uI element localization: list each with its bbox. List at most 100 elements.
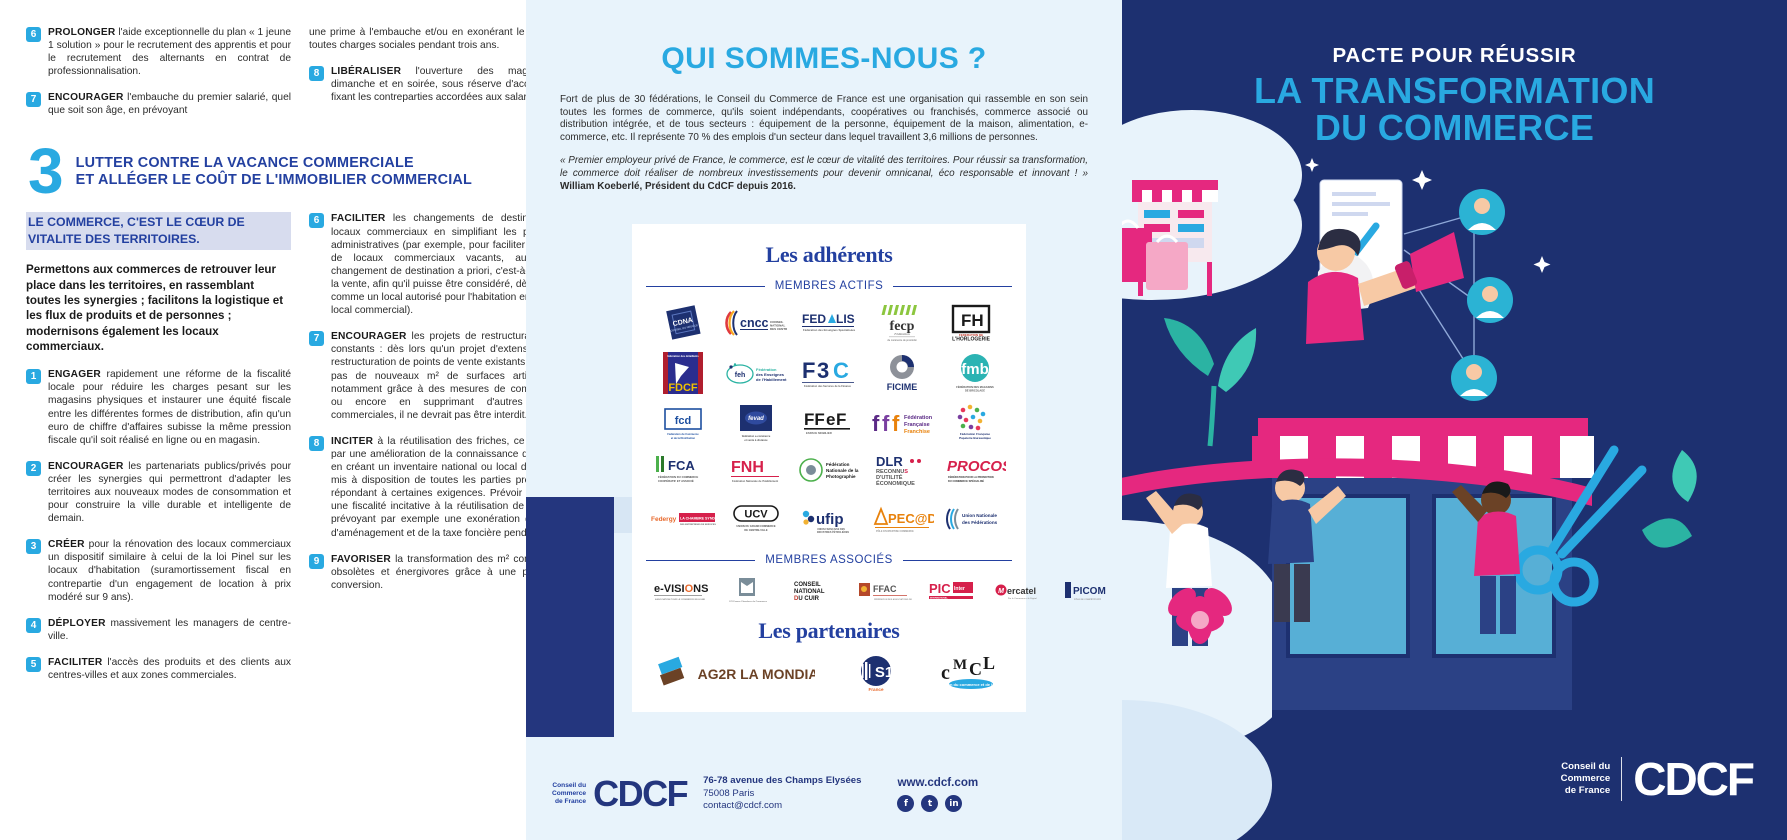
measure-text: FAVORISER la transformation des m² comme… — [331, 553, 574, 592]
logo-conseil-national-cuir[interactable]: CONSEIL NATIONAL DU CUIR — [782, 574, 850, 608]
logo-fevad[interactable]: fevad fédération e-commerce et vente à dis… — [722, 400, 790, 446]
logo-cdna[interactable]: CDNA CONSEIL DU NEGOCE — [649, 300, 717, 346]
svg-text:INDUSTRIES PÉTROLIÈRES: INDUSTRIES PÉTROLIÈRES — [817, 531, 849, 534]
section-heading: 3 LUTTER CONTRE LA VACANCE COMMERCIALE E… — [28, 139, 574, 203]
logo-line-2: Commerce — [1560, 773, 1611, 784]
svg-text:CONSEIL: CONSEIL — [770, 320, 784, 324]
logo-fnp[interactable]: Fédération Nationale de la Photographie — [795, 448, 863, 494]
rule-left — [646, 285, 765, 287]
svg-text:L: L — [983, 653, 995, 673]
measure-lead: PROLONGER — [48, 27, 116, 38]
svg-text:L'HORLOGERIE: L'HORLOGERIE — [952, 337, 991, 343]
svg-text:D'UTILITÉ: D'UTILITÉ — [876, 473, 903, 481]
top-column-1: 6 PROLONGER l'aide exceptionnelle du pla… — [26, 26, 291, 131]
section-intro: Permettons aux commerces de retrouver le… — [26, 263, 284, 353]
svg-text:Fédération des Enseignes Spéci: Fédération des Enseignes Spécialisées — [803, 328, 856, 332]
logo-dlr[interactable]: DLR RECONNUS D'UTILITÉ ÉCONOMIQUE — [868, 448, 936, 494]
logo-ffac[interactable]: FFAC FÉDÉRATION DES ASSOCIATIONS DE COMME… — [850, 574, 918, 608]
measure-item: 8 INCITER à la réutilisation des friches… — [309, 435, 574, 540]
hero-title: PACTE POUR RÉUSSIR LA TRANSFORMATION DU … — [1122, 44, 1787, 147]
twitter-icon[interactable]: t — [921, 795, 939, 812]
svg-text:Française: Française — [904, 422, 930, 428]
logo-fbs[interactable]: Fédération Française Papeterie Bureautiqu… — [941, 400, 1009, 446]
svg-text:COOPÉRATIF ET ASSOCIÉ: COOPÉRATIF ET ASSOCIÉ — [658, 478, 694, 483]
measure-number: 8 — [309, 66, 324, 82]
measure-text: ENCOURAGER les partenariats publics/priv… — [48, 460, 291, 525]
svg-text:FÉDÉRATION DES ASSOCIATIONS DE: FÉDÉRATION DES ASSOCIATIONS DE COMMERÇAN… — [874, 598, 912, 601]
logo-fff[interactable]: f f f Fédération Française Franchise — [868, 400, 936, 446]
measure-text: ENCOURAGER les projets de restructuratio… — [331, 330, 574, 422]
measure-lead: FAVORISER — [331, 553, 391, 565]
contact-address: 76-78 avenue des Champs Elysées 75008 Pa… — [703, 775, 861, 812]
measure-text: PROLONGER l'aide exceptionnelle du plan … — [48, 26, 291, 78]
logo-fcd[interactable]: fcd Fédération du Commerce et de la Distri… — [649, 400, 717, 446]
logo-procos[interactable]: PROCOS FÉDÉRATION POUR LA PROMOTION DU COM… — [941, 448, 1009, 494]
svg-text:NATIONAL: NATIONAL — [794, 589, 825, 595]
flower-decoration — [1168, 588, 1232, 644]
website-url[interactable]: www.cdcf.com — [897, 776, 979, 789]
person-right — [1452, 481, 1520, 634]
svg-text:PIC: PIC — [929, 581, 951, 596]
logo-fnh[interactable]: FNH Fédération Nationale de l'Habillement — [722, 448, 790, 494]
cdcf-logo-footer: Conseil du Commerce de France CDCF — [552, 773, 689, 815]
measure-body: à la réutilisation des friches, ce qui p… — [331, 435, 574, 539]
logo-fecp[interactable]: fecp Fédération du commerce de proximité — [868, 300, 936, 346]
logo-ucv[interactable]: UCV UNION DU GRAND COMMERCE DE CENTRE-VILL… — [722, 496, 790, 542]
logo-pic[interactable]: PIC Inter INTERNATIONAL — [918, 574, 986, 608]
logo-ficime[interactable]: FICIME — [868, 350, 936, 396]
page-title: QUI SOMMES-NOUS ? — [661, 42, 987, 75]
logo-cmcl[interactable]: c M C L Maison du commerce et de la ville — [936, 650, 1012, 696]
logo-fca[interactable]: FCA FÉDÉRATION DU COMMERCE COOPÉRATIF ET A… — [649, 448, 717, 494]
measure-body: l'aide exceptionnelle du plan « 1 jeune … — [48, 27, 291, 78]
logo-feh[interactable]: feh Fédération des Enseignes de l'Habilleme… — [722, 350, 790, 396]
logo-fmb[interactable]: fmb FÉDÉRATION DES MAGASINS DE BRICOLAGE — [941, 350, 1009, 396]
svg-text:Fédération: Fédération — [894, 332, 910, 336]
logo-ufip[interactable]: ufip UNION FRANÇAISE DES INDUSTRIES PÉTROL… — [795, 496, 863, 542]
svg-text:Par le Commerce et le Digital: Par le Commerce et le Digital — [1008, 597, 1037, 600]
hero-title-line2: DU COMMERCE — [1314, 107, 1595, 148]
logo-pecad[interactable]: PEC@D PÔLE D'EXPERTISE COMMERCE — [868, 496, 936, 542]
svg-text:fédération e-commerce: fédération e-commerce — [742, 434, 771, 438]
svg-text:PÔLE DE COMPÉTITIVITÉ: PÔLE DE COMPÉTITIVITÉ — [1074, 598, 1102, 601]
logo-picom[interactable]: PICOM PÔLE DE COMPÉTITIVITÉ — [1054, 574, 1122, 608]
members-card: Les adhérents MEMBRES ACTIFS CDNA CONSEIL… — [632, 224, 1106, 712]
measure-item: 8 LIBÉRALISER l'ouverture des magasins l… — [309, 65, 574, 104]
svg-text:FCA: FCA — [668, 458, 695, 473]
logo-cci[interactable]: CCI France Chambres de Commerce — [714, 574, 782, 608]
measure-body: les partenariats publics/privés pour cré… — [48, 460, 291, 525]
measure-lead: DÉPLOYER — [48, 617, 106, 629]
qui-sommes-nous-section: QUI SOMMES-NOUS ? Fort de plus de 30 féd… — [526, 0, 1122, 193]
measure-text: CRÉER pour la rénovation des locaux comm… — [48, 538, 291, 603]
logo-fdcf[interactable]: fédération des détaillants FDCF — [649, 350, 717, 396]
measure-lead: ENCOURAGER — [48, 460, 124, 472]
measure-number: 4 — [26, 617, 41, 633]
logo-ag2r-la-mondiale[interactable]: AG2R LA MONDIALE — [646, 650, 815, 696]
logo-fedalis[interactable]: FED LIS Fédération des Enseignes Spécialis… — [795, 300, 863, 346]
svg-text:Fédération: Fédération — [826, 462, 850, 467]
logo-line-3: de France — [554, 798, 587, 805]
svg-text:DU CUIR: DU CUIR — [794, 596, 820, 602]
svg-text:FF: FF — [804, 410, 825, 429]
logo-gs1-france[interactable]: S1 France — [841, 650, 911, 696]
logo-ffef[interactable]: FF e F ESPACE MOBILIER — [795, 400, 863, 446]
svg-text:AG2R LA MONDIALE: AG2R LA MONDIALE — [698, 666, 815, 682]
measure-number: 2 — [26, 460, 41, 476]
linkedin-icon[interactable]: in — [945, 795, 963, 812]
membres-associes-logo-grid: e-VISIONS ASSOCIATION POUR LE COMMERCE EN… — [646, 574, 1106, 608]
facebook-icon[interactable]: f — [897, 795, 915, 812]
logo-fh[interactable]: FH FEDERATION DE L'HORLOGERIE — [941, 300, 1009, 346]
svg-text:Fédération du Commerce: Fédération du Commerce — [667, 432, 699, 436]
logo-f3c[interactable]: F 3 C Fédération des Services de la Finance — [795, 350, 863, 396]
section-title-line1: LUTTER CONTRE LA VACANCE COMMERCIALE — [75, 154, 414, 171]
svg-text:DES ENTREPRISES DE SERVICES: DES ENTREPRISES DE SERVICES — [680, 524, 716, 526]
logo-e-visions[interactable]: e-VISIONS ASSOCIATION POUR LE COMMERCE EN… — [646, 574, 714, 608]
logo-line-1: Conseil du — [1561, 761, 1611, 772]
svg-text:C: C — [969, 659, 982, 679]
logo-unibal[interactable]: Union Nationale des Fédérations — [941, 496, 1009, 542]
contact-email[interactable]: contact@cdcf.com — [703, 800, 783, 812]
measure-number: 7 — [26, 92, 41, 108]
